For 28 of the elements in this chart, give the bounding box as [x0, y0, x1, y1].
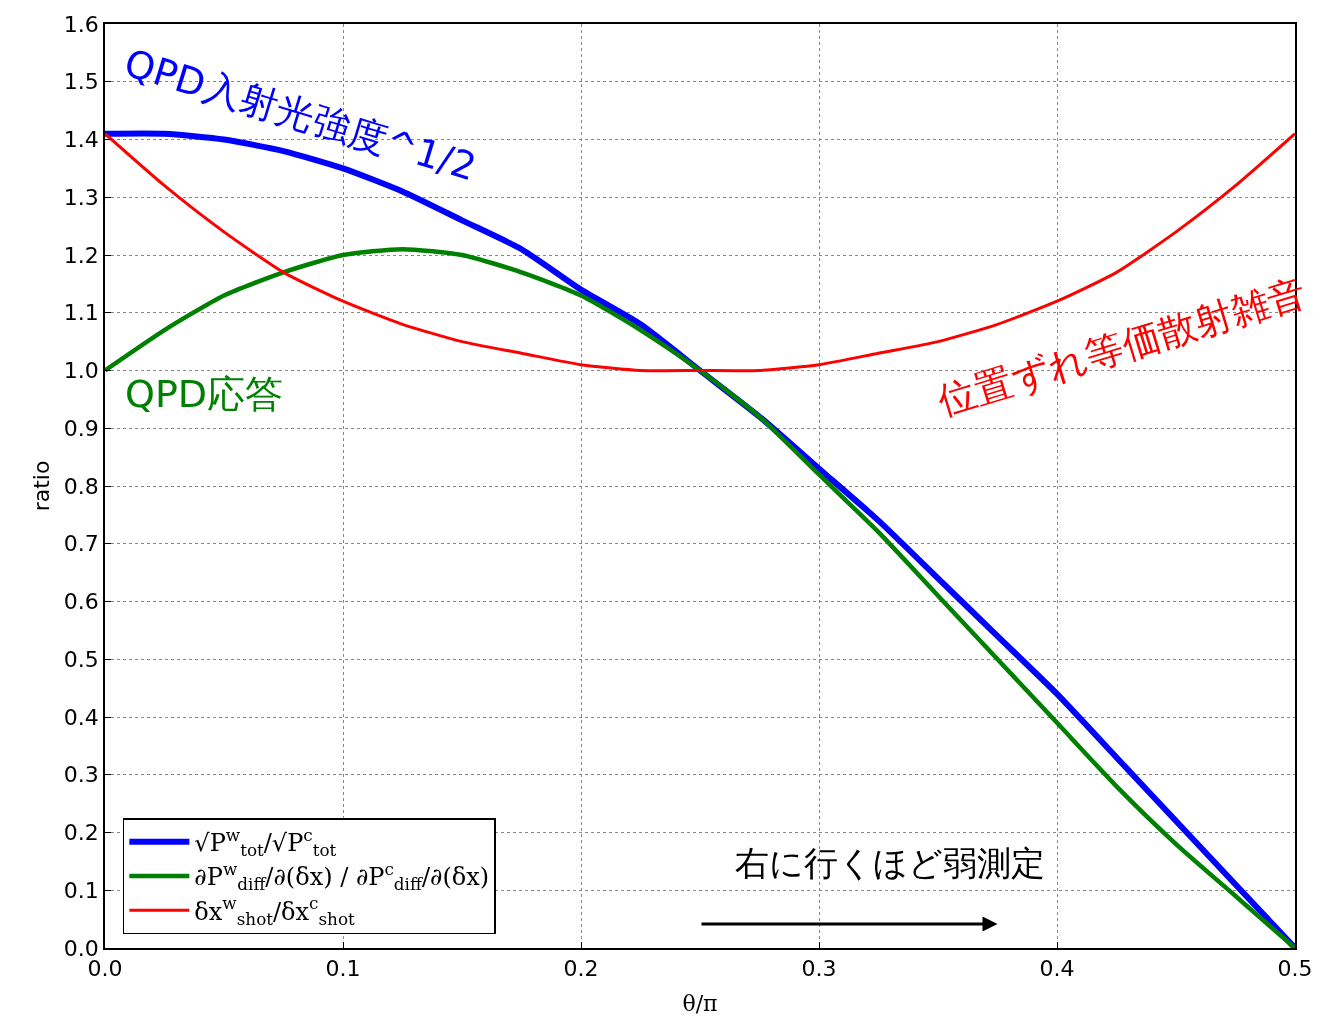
y-tick-label: 0.9: [63, 415, 99, 441]
x-tick-label: 0.3: [801, 956, 837, 982]
y-tick-label: 0.5: [63, 646, 99, 672]
y-tick-label: 1.1: [63, 300, 99, 326]
legend-label: ∂P$^{w}$$_{diff}$/∂(δx) / ∂P$^{c}$$_{diff}$/∂(δx): [194, 859, 490, 895]
y-tick-label: 1.3: [63, 184, 99, 210]
x-axis-title: θ/π: [682, 990, 718, 1016]
y-tick-label: 1.4: [63, 127, 99, 153]
annotation: QPD入射光強度^1/2: [119, 40, 482, 190]
y-tick-label: 1.6: [63, 11, 99, 37]
x-tick-label: 0.5: [1277, 956, 1313, 982]
y-tick-label: 0.4: [63, 704, 99, 730]
y-tick-label: 0.2: [63, 820, 99, 846]
y-tick-label: 0.3: [63, 762, 99, 788]
y-axis-title: ratio: [29, 460, 55, 512]
x-tick-label: 0.4: [1039, 956, 1075, 982]
y-tick-label: 1.0: [63, 358, 99, 384]
y-tick-label: 0.8: [63, 473, 99, 499]
annotation: 右に行くほど弱測定: [735, 843, 1045, 883]
x-tick-label: 0.2: [563, 956, 599, 982]
annotation: QPD応答: [125, 372, 284, 416]
y-tick-label: 1.2: [63, 242, 99, 268]
y-tick-label: 0.1: [63, 877, 99, 903]
y-tick-label: 0.7: [63, 531, 99, 557]
annotation: 位置ずれ等価散射雑音: [932, 270, 1311, 425]
x-tick-label: 0.1: [325, 956, 361, 982]
y-tick-label: 0.6: [63, 589, 99, 615]
y-tick-label: 1.5: [63, 69, 99, 95]
